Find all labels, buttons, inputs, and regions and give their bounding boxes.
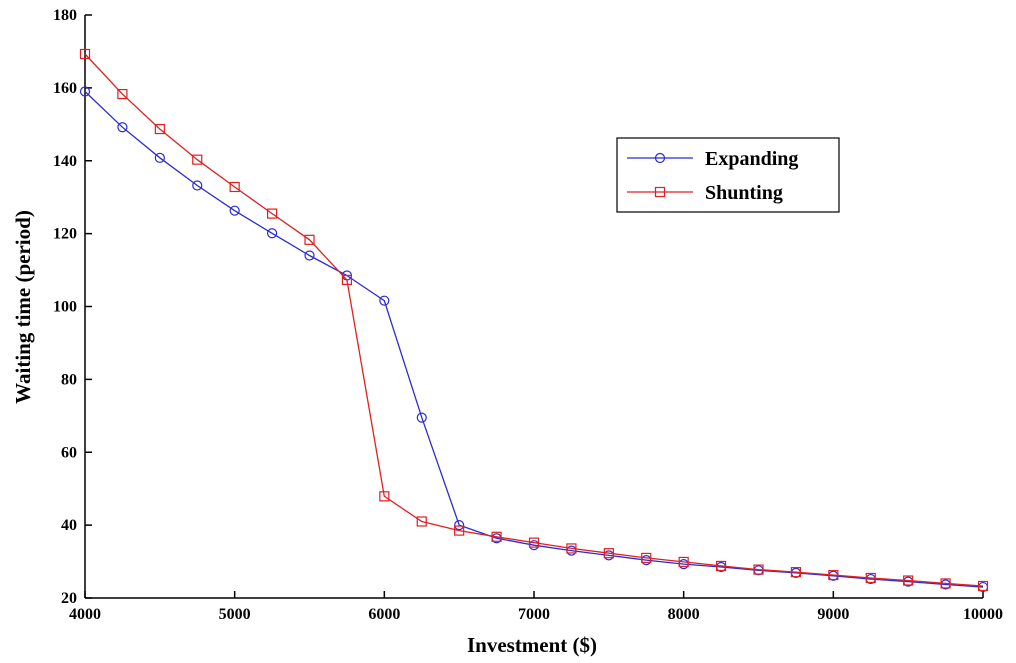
data-point [341,274,353,286]
axis-ticks: 20 40 60 80 100 120 140 160 180 4000 5000 6000 7000 8… [53,7,1003,623]
data-point [229,205,240,216]
data-point [566,543,577,554]
y-tick-label: 100 [53,299,77,316]
legend-marker [654,186,666,198]
data-point [416,412,427,423]
data-point [528,537,540,548]
data-point [416,516,427,527]
data-point [454,520,465,531]
y-tick-label: 180 [53,7,77,24]
series-shunting [79,48,989,592]
x-tick-label: 7000 [518,606,550,623]
data-point [753,564,764,575]
series-expanding [79,86,989,593]
x-axis-title: Investment ($) [467,633,597,657]
data-point [603,548,614,559]
data-point [903,575,914,586]
legend-label-expanding: Expanding [705,148,798,170]
data-point [379,491,390,502]
data-point [154,123,165,135]
x-tick-label: 4000 [69,606,101,623]
legend-marker [654,152,666,164]
data-point [491,531,502,542]
data-point [940,578,951,589]
data-point [828,569,839,581]
y-tick-label: 160 [53,80,77,97]
x-tick-label: 8000 [668,606,700,623]
series-line [84,91,984,588]
data-point [192,154,203,165]
axes [84,15,983,599]
data-point [977,580,989,592]
x-tick-label: 9000 [817,606,849,623]
data-point [229,181,240,193]
data-point [192,180,203,191]
data-point [715,560,727,572]
data-point [790,567,802,578]
y-tick-label: 80 [61,371,77,388]
y-tick-label: 140 [53,153,77,170]
data-point [865,572,876,584]
data-point [304,234,315,245]
data-point [79,86,91,97]
series-layer [79,48,989,593]
x-tick-label: 5000 [219,606,251,623]
data-point [117,122,128,133]
y-tick-label: 120 [53,226,77,243]
y-tick-label: 20 [61,590,77,607]
legend-label-shunting: Shunting [705,182,783,204]
x-tick-label: 6000 [368,606,400,623]
data-point [641,552,652,564]
series-line [84,53,984,587]
data-point [154,152,165,163]
data-point [454,525,465,536]
y-tick-label: 40 [61,517,77,534]
y-axis-title: Waiting time (period) [11,210,35,404]
legend: Expanding Shunting [616,137,840,213]
data-point [678,556,689,568]
data-point [304,250,315,261]
data-point [266,228,278,239]
data-point [379,295,390,306]
data-point [117,88,128,100]
x-tick-label: 10000 [963,606,1003,623]
data-point [79,48,91,60]
data-point [266,208,278,219]
y-tick-label: 60 [61,444,77,461]
legend-box [616,137,840,213]
